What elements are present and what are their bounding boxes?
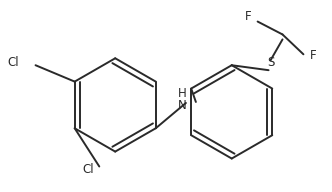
Text: H
N: H N [178, 88, 186, 113]
Text: F: F [309, 49, 316, 62]
Text: Cl: Cl [7, 56, 19, 69]
Text: S: S [267, 56, 274, 69]
Text: Cl: Cl [82, 163, 94, 176]
Text: F: F [245, 10, 252, 23]
